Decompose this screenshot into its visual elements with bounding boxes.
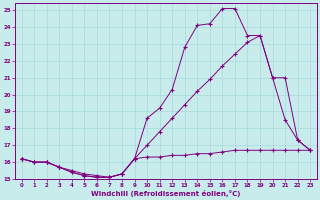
X-axis label: Windchill (Refroidissement éolien,°C): Windchill (Refroidissement éolien,°C) (91, 190, 241, 197)
